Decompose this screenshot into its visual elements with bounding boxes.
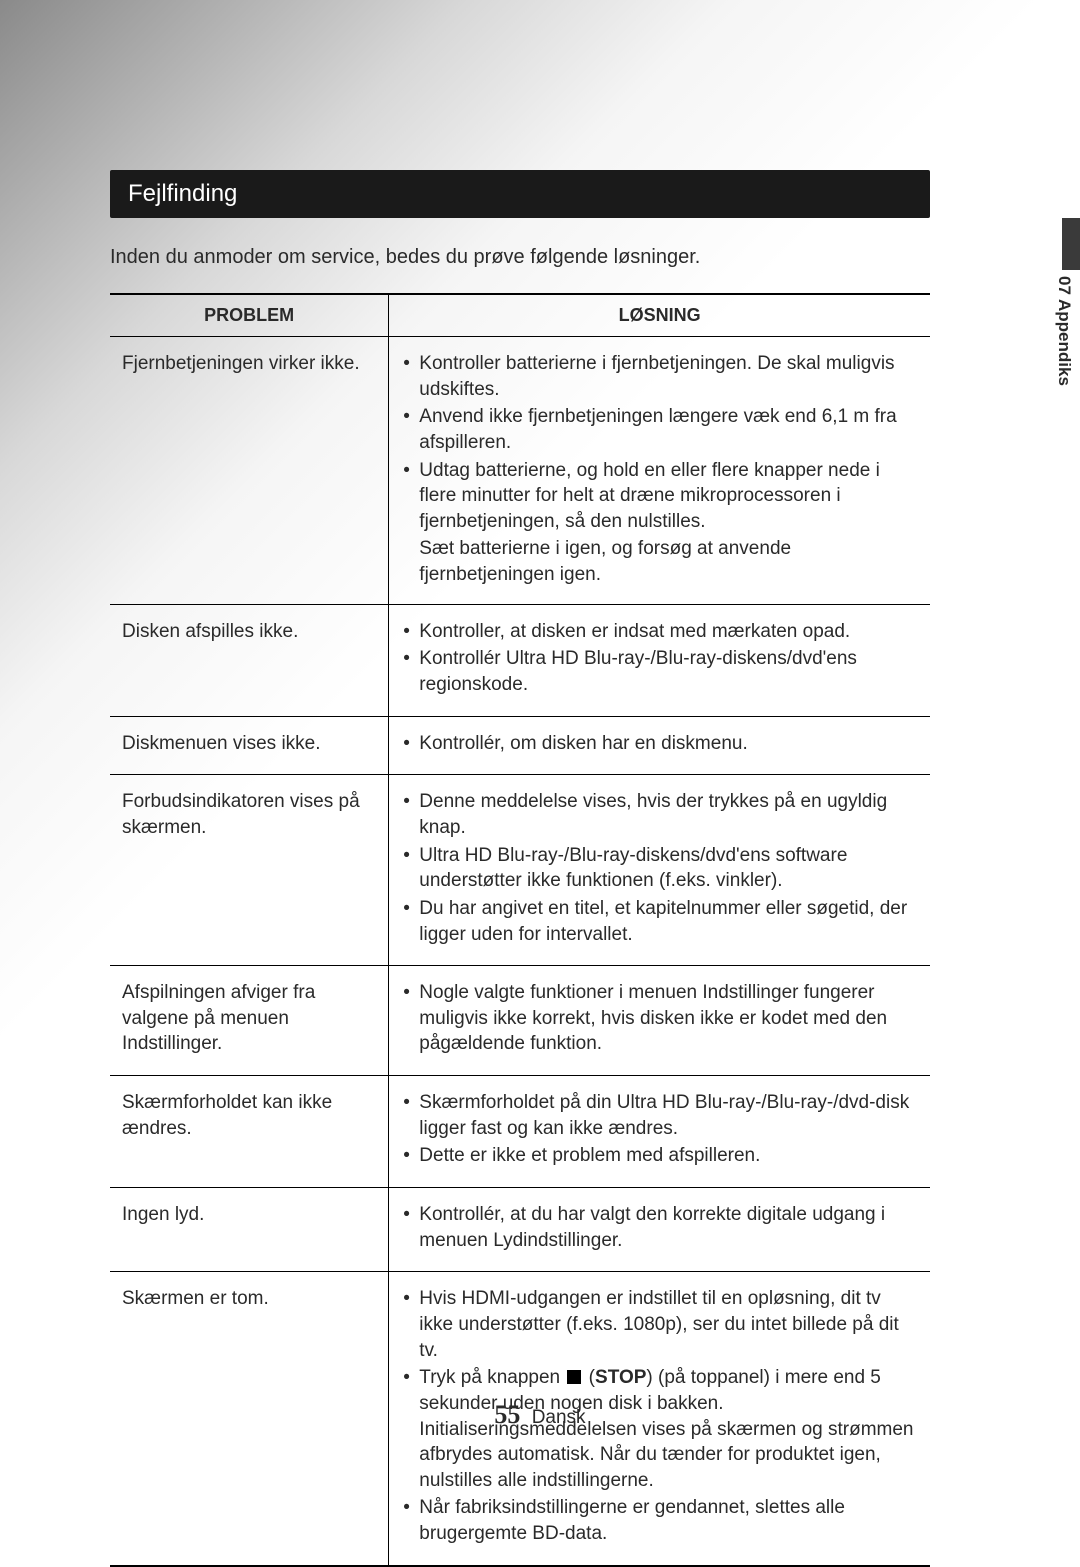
solution-list: Kontroller batterierne i fjernbetjeninge…: [401, 351, 918, 534]
list-item: Hvis HDMI-udgangen er indstillet til en …: [401, 1286, 918, 1363]
solution-list: Skærmforholdet på din Ultra HD Blu-ray-/…: [401, 1090, 918, 1169]
list-item: Skærmforholdet på din Ultra HD Blu-ray-/…: [401, 1090, 918, 1141]
solution-cell: Nogle valgte funktioner i menuen Indstil…: [389, 966, 930, 1076]
list-item: Kontrollér, at du har valgt den korrekte…: [401, 1202, 918, 1253]
intro-text: Inden du anmoder om service, bedes du pr…: [110, 246, 930, 269]
section-title: Fejlfinding: [128, 180, 237, 207]
solution-list: Kontrollér, om disken har en diskmenu.: [401, 731, 918, 757]
table-row: Afspilningen afviger fra valgene på menu…: [110, 966, 930, 1076]
troubleshooting-table: PROBLEM LØSNING Fjernbetjeningen virker …: [110, 293, 930, 1567]
solution-list: Kontroller, at disken er indsat med mærk…: [401, 619, 918, 698]
table-row: Forbudsindikatoren vises på skærmen.Denn…: [110, 775, 930, 966]
list-item: Anvend ikke fjernbetjeningen længere væk…: [401, 404, 918, 455]
problem-cell: Forbudsindikatoren vises på skærmen.: [110, 775, 389, 966]
stop-icon: [567, 1370, 581, 1384]
table-row: Ingen lyd.Kontrollér, at du har valgt de…: [110, 1188, 930, 1272]
list-item: Kontroller, at disken er indsat med mærk…: [401, 619, 918, 645]
list-item: Når fabriksindstillingerne er gendannet,…: [401, 1495, 918, 1546]
problem-cell: Ingen lyd.: [110, 1188, 389, 1272]
list-item: Kontroller batterierne i fjernbetjeninge…: [401, 351, 918, 402]
solution-cell: Kontroller, at disken er indsat med mærk…: [389, 604, 930, 716]
problem-cell: Skærmforholdet kan ikke ændres.: [110, 1076, 389, 1188]
solution-cell: Kontrollér, at du har valgt den korrekte…: [389, 1188, 930, 1272]
table-header-row: PROBLEM LØSNING: [110, 294, 930, 337]
list-item: Ultra HD Blu-ray-/Blu-ray-diskens/dvd'en…: [401, 843, 918, 894]
page-footer: 55 Dansk: [0, 1400, 1080, 1430]
solution-cell: Denne meddelelse vises, hvis der trykkes…: [389, 775, 930, 966]
side-tab-label: 07 Appendiks: [1054, 276, 1074, 386]
list-item: Nogle valgte funktioner i menuen Indstil…: [401, 980, 918, 1057]
footer-lang: Dansk: [532, 1407, 586, 1428]
solution-cell: Skærmforholdet på din Ultra HD Blu-ray-/…: [389, 1076, 930, 1188]
list-item: Kontrollér Ultra HD Blu-ray-/Blu-ray-dis…: [401, 646, 918, 697]
col-header-problem: PROBLEM: [110, 294, 389, 337]
table-row: Skærmforholdet kan ikke ændres.Skærmforh…: [110, 1076, 930, 1188]
solution-cell: Kontroller batterierne i fjernbetjeninge…: [389, 337, 930, 605]
list-item: Du har angivet en titel, et kapitelnumme…: [401, 896, 918, 947]
content-area: Fejlfinding Inden du anmoder om service,…: [110, 170, 930, 1567]
page-number: 55: [494, 1400, 520, 1429]
solution-list: Nogle valgte funktioner i menuen Indstil…: [401, 980, 918, 1057]
list-item: Dette er ikke et problem med afspilleren…: [401, 1143, 918, 1169]
solution-list: Denne meddelelse vises, hvis der trykkes…: [401, 789, 918, 947]
col-header-solution: LØSNING: [389, 294, 930, 337]
problem-cell: Afspilningen afviger fra valgene på menu…: [110, 966, 389, 1076]
problem-cell: Fjernbetjeningen virker ikke.: [110, 337, 389, 605]
list-item: Udtag batterierne, og hold en eller fler…: [401, 458, 918, 535]
section-title-bar: Fejlfinding: [110, 170, 930, 218]
list-item: Denne meddelelse vises, hvis der trykkes…: [401, 789, 918, 840]
side-tab: 07 Appendiks: [1034, 218, 1080, 386]
table-row: Disken afspilles ikke. Kontroller, at dis…: [110, 604, 930, 716]
solution-tail: Sæt batterierne i igen, og forsøg at anv…: [401, 536, 918, 587]
table-row: Fjernbetjeningen virker ikke.Kontroller …: [110, 337, 930, 605]
list-item: Kontrollér, om disken har en diskmenu.: [401, 731, 918, 757]
solution-list: Kontrollér, at du har valgt den korrekte…: [401, 1202, 918, 1253]
table-row: Diskmenuen vises ikke. Kontrollér, om dis…: [110, 716, 930, 775]
side-tab-block: [1062, 218, 1080, 270]
problem-cell: Diskmenuen vises ikke.: [110, 716, 389, 775]
problem-cell: Disken afspilles ikke.: [110, 604, 389, 716]
solution-cell: Kontrollér, om disken har en diskmenu.: [389, 716, 930, 775]
